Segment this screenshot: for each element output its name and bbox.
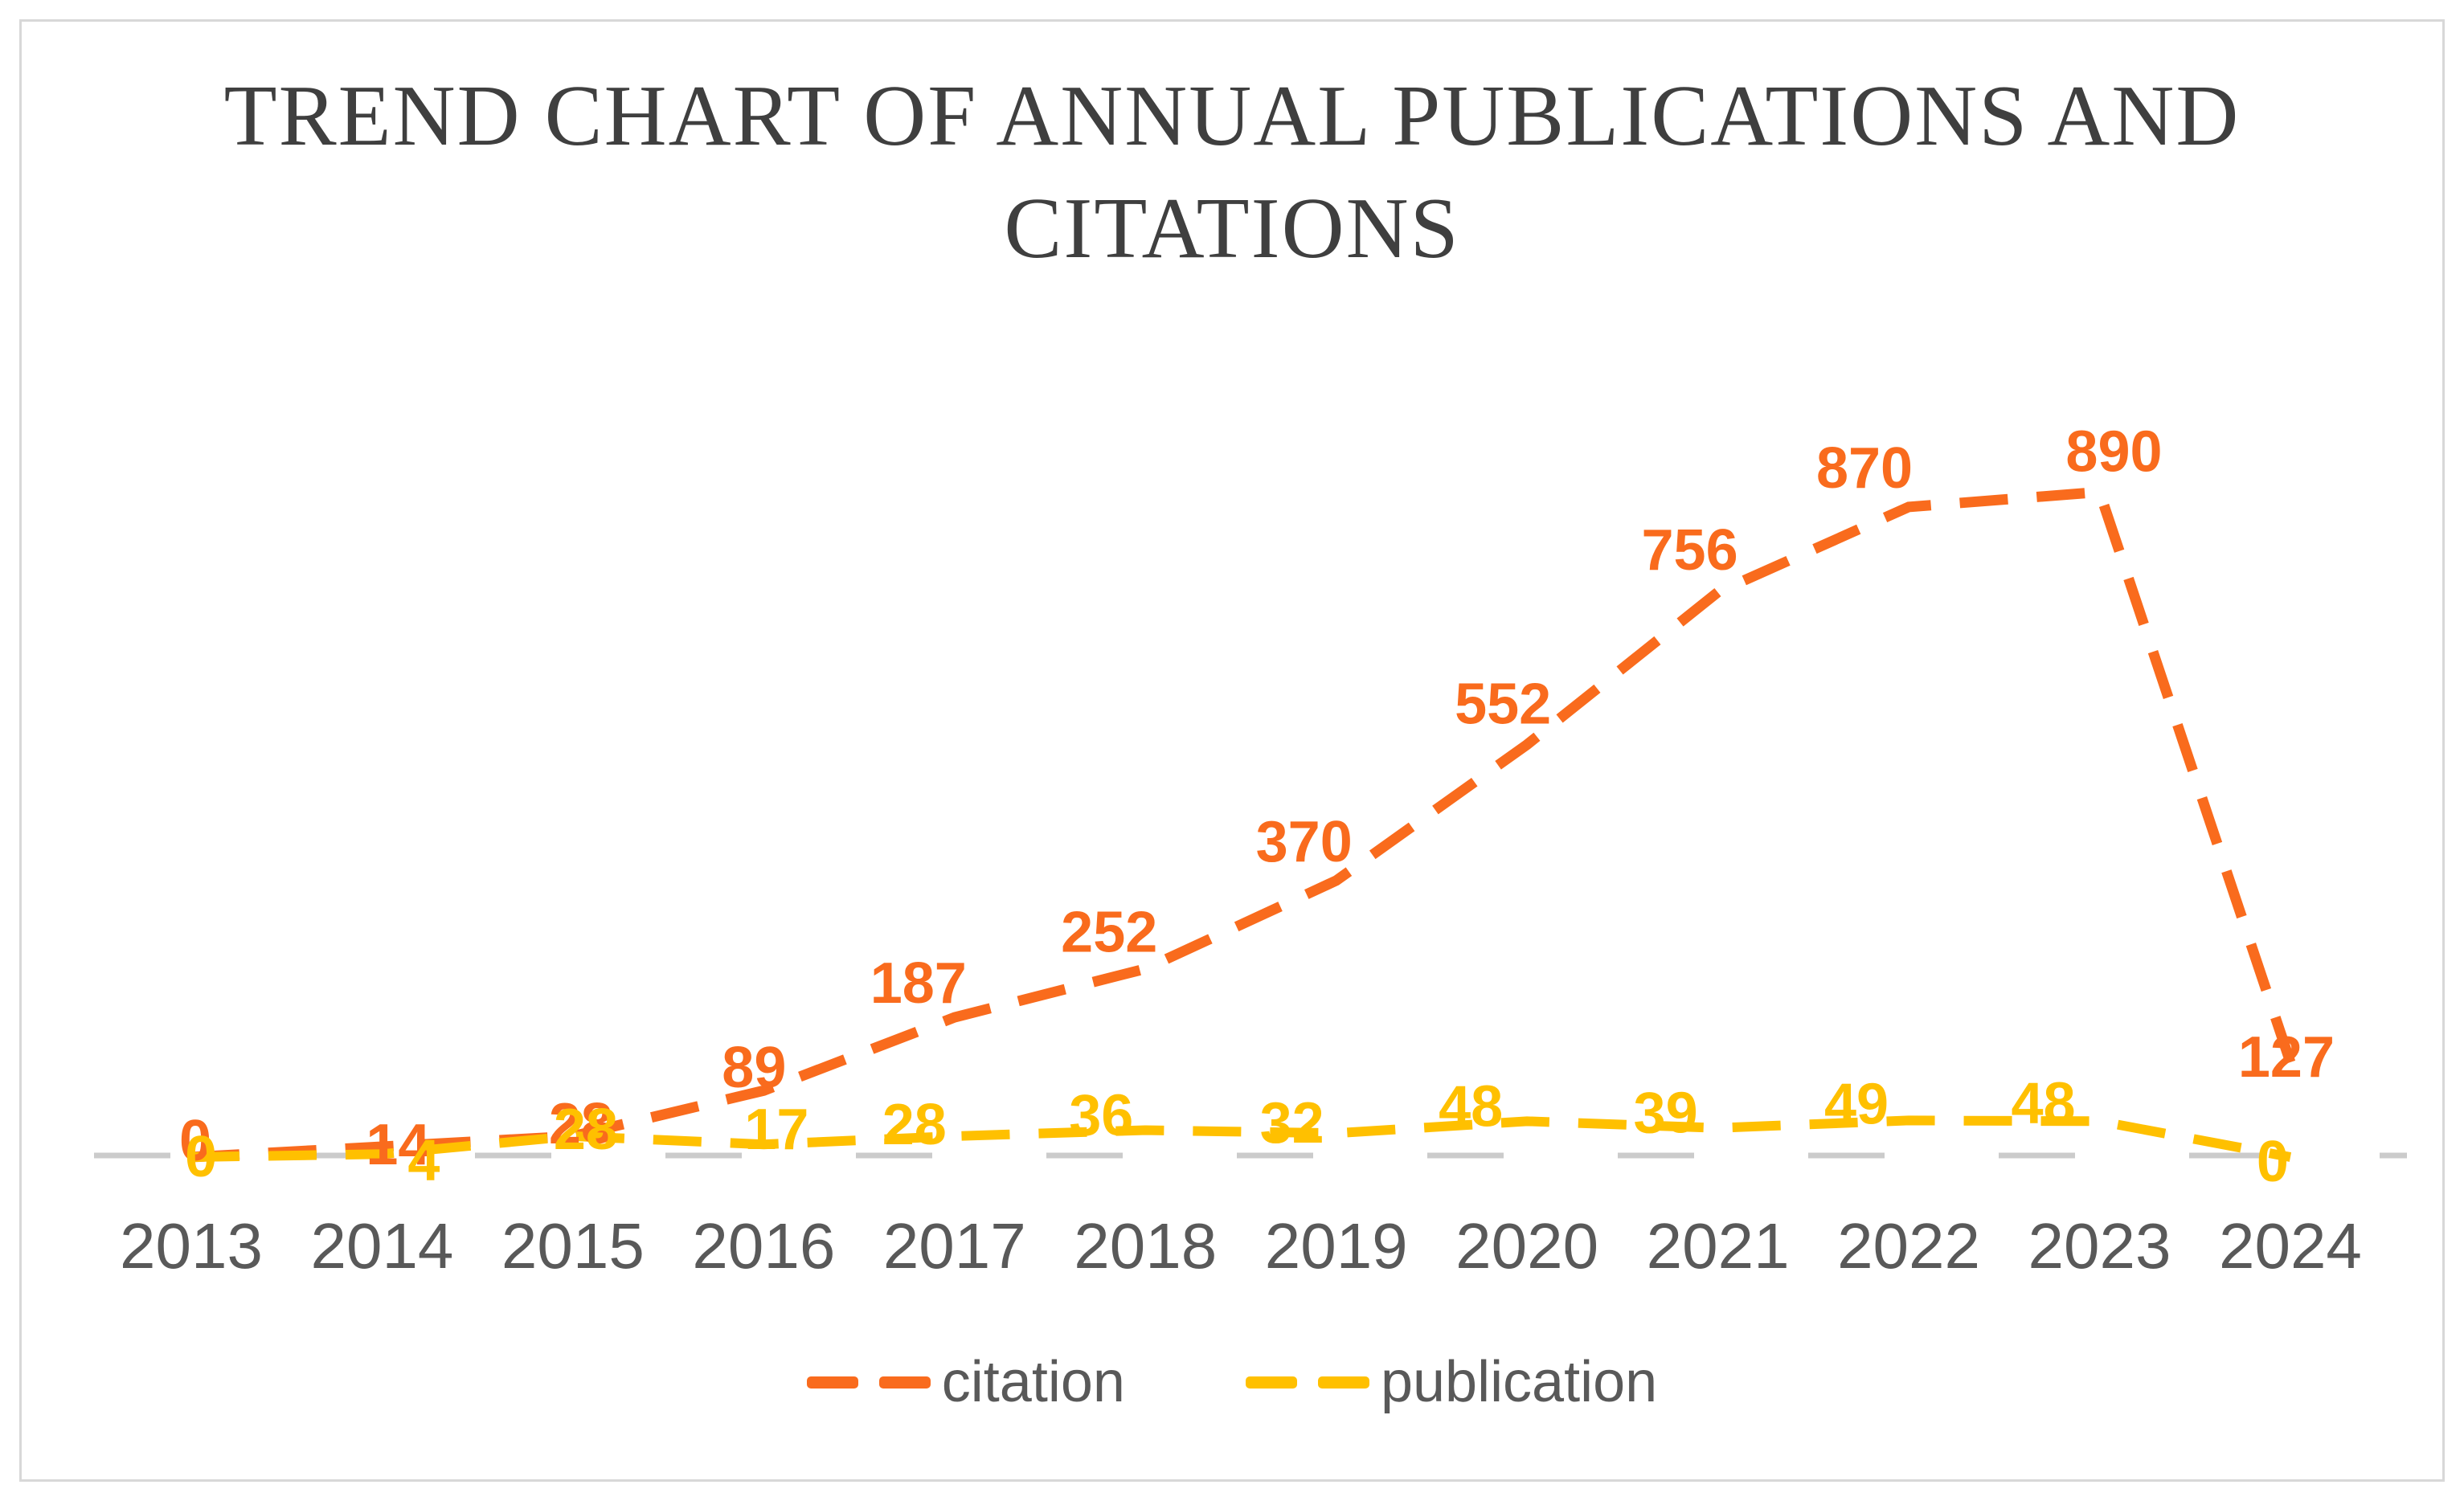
citation-data-label: 89 <box>722 1036 786 1100</box>
citation-dash-icon <box>806 1376 858 1389</box>
legend-label-citation: citation <box>941 1350 1125 1414</box>
chart-frame <box>19 19 2445 1482</box>
x-axis-label: 2023 <box>2028 1210 2171 1282</box>
citation-dash-icon <box>878 1376 931 1389</box>
citation-data-label: 0 <box>179 1109 211 1173</box>
publication-data-label: 32 <box>1260 1091 1324 1155</box>
citation-data-label: 187 <box>870 951 967 1016</box>
x-axis-label: 2020 <box>1455 1210 1598 1282</box>
publication-line-swatch-icon <box>1245 1376 1369 1389</box>
publication-data-label: 28 <box>882 1093 947 1157</box>
citation-data-label: 370 <box>1256 810 1353 874</box>
x-axis-label: 2024 <box>2219 1210 2362 1282</box>
publication-data-label: 48 <box>2011 1071 2075 1135</box>
x-axis-label: 2018 <box>1074 1210 1217 1282</box>
citation-data-label: 252 <box>1061 901 1157 965</box>
citation-data-label: 870 <box>1816 436 1913 501</box>
chart-legend: citation publication <box>0 1344 2464 1421</box>
x-axis-label: 2019 <box>1265 1210 1408 1282</box>
citation-data-label: 890 <box>2065 419 2162 484</box>
publication-data-label: 17 <box>744 1098 808 1162</box>
x-axis-label: 2013 <box>120 1210 263 1282</box>
citation-data-label: 28 <box>549 1092 613 1156</box>
x-axis-label: 2015 <box>501 1210 645 1282</box>
publication-data-label: 0 <box>185 1125 217 1189</box>
x-axis-label: 2016 <box>692 1210 835 1282</box>
publication-data-label: 0 <box>2257 1130 2289 1194</box>
citation-data-label: 127 <box>2238 1025 2335 1090</box>
citation-line <box>190 486 2296 1163</box>
legend-label-publication: publication <box>1380 1350 1658 1414</box>
legend-item-publication: publication <box>1245 1350 1658 1414</box>
citation-line-swatch-icon <box>806 1376 931 1389</box>
publication-dash-icon <box>1245 1376 1297 1389</box>
publication-data-label: 39 <box>1634 1082 1698 1146</box>
citation-data-label: 552 <box>1455 673 1551 737</box>
publication-data-label: 36 <box>1069 1084 1133 1148</box>
chart-title-line2: CITATIONS <box>1004 181 1460 276</box>
publication-data-label: 4 <box>407 1128 440 1192</box>
citation-data-label: 756 <box>1642 518 1738 583</box>
publication-data-label: 48 <box>1439 1074 1503 1139</box>
x-axis-label: 2014 <box>310 1210 453 1282</box>
publication-dash-icon <box>1317 1376 1369 1389</box>
x-axis-label: 2017 <box>883 1210 1026 1282</box>
publication-line <box>190 1115 2292 1162</box>
publication-data-label: 49 <box>1824 1072 1889 1136</box>
publication-data-label: 28 <box>554 1098 618 1162</box>
chart-title: TREND CHART OF ANNUAL PUBLICATIONS AND C… <box>0 60 2464 285</box>
citation-data-label: 14 <box>366 1113 430 1177</box>
x-axis-label: 2022 <box>1837 1210 1980 1282</box>
x-axis-label: 2021 <box>1647 1210 1790 1282</box>
legend-item-citation: citation <box>806 1350 1125 1414</box>
chart-title-line1: TREND CHART OF ANNUAL PUBLICATIONS AND <box>223 68 2241 164</box>
